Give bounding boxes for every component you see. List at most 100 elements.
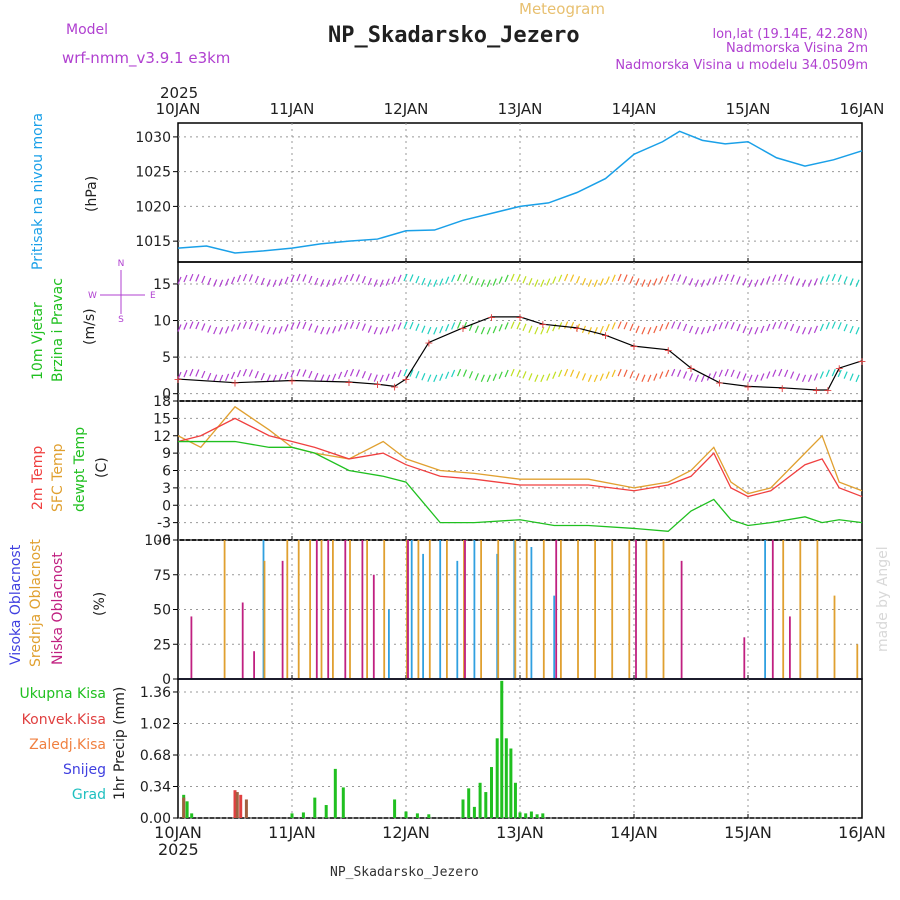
wind-barb — [492, 325, 497, 334]
wind-gust-mark: + — [538, 318, 547, 331]
wind-barb — [587, 374, 592, 382]
wind-barb — [790, 276, 795, 284]
temp-tick-label: 15 — [153, 411, 171, 427]
wind-barb — [712, 276, 717, 284]
wind-barb — [629, 276, 634, 284]
wind-barb — [683, 371, 688, 379]
wind-barb — [427, 279, 432, 287]
wind-barb — [540, 327, 545, 335]
wind-barb — [385, 278, 390, 286]
wind-gust-mark: + — [823, 384, 832, 397]
wind-barb — [605, 276, 610, 284]
wind-barb — [724, 321, 729, 329]
model-label: Model — [66, 22, 108, 38]
wind-barb — [623, 321, 628, 330]
wind-barb — [510, 368, 515, 377]
wind-tick-label: 10 — [153, 314, 171, 330]
wind-barb — [451, 369, 456, 378]
wind-barb — [367, 372, 372, 381]
wind-gust-mark: + — [401, 373, 410, 386]
wind-barb — [730, 369, 735, 378]
wind-barb — [510, 321, 515, 329]
wind-barb — [480, 374, 485, 382]
compass-n: N — [118, 259, 125, 269]
precip-bar — [509, 748, 513, 818]
wind-barb — [605, 323, 610, 332]
cloud-low-label: Niska Oblacnost — [50, 552, 66, 665]
wind-gust-mark: + — [487, 311, 496, 324]
wind-gust-mark: + — [424, 336, 433, 349]
wind-barb — [254, 323, 259, 331]
wind-barb — [540, 279, 545, 287]
wind-barb — [278, 278, 283, 286]
wind-barb — [385, 373, 390, 382]
wind-barb — [641, 374, 646, 383]
wind-barb — [796, 278, 801, 286]
bottom-day-16JAN: 16JAN — [838, 823, 886, 842]
wind-barb — [665, 274, 670, 282]
wind-barb — [718, 322, 723, 330]
wind-barb — [546, 373, 551, 381]
wind-barb — [320, 374, 325, 382]
wind-barb — [540, 374, 545, 383]
wind-barb — [807, 326, 813, 335]
wind-barb — [254, 370, 259, 379]
cloud-tick-label: 75 — [153, 568, 171, 584]
wind-barb — [807, 279, 813, 287]
wind-barb — [338, 276, 343, 285]
wind-barb — [575, 323, 581, 332]
wind-barb — [796, 325, 801, 334]
year-bottom: 2025 — [158, 840, 199, 859]
precip-bar — [490, 767, 493, 818]
top-day-16JAN: 16JAN — [840, 100, 885, 118]
wind-barb — [290, 322, 295, 330]
wind-barb — [260, 325, 265, 333]
cloud-tick-label: 100 — [144, 533, 171, 549]
wind-barb — [510, 273, 515, 282]
wind-barb — [849, 373, 854, 381]
compass-s: S — [118, 315, 124, 325]
wind-gust-mark: + — [344, 376, 353, 389]
wind-gust-mark: + — [373, 378, 382, 391]
bottom-day-13JAN: 13JAN — [496, 823, 544, 842]
wind-barb — [700, 279, 705, 287]
precip-bar — [185, 801, 189, 818]
wind-barb — [290, 369, 295, 378]
wind-barb — [498, 371, 503, 379]
wind-barb — [456, 321, 462, 329]
wind-gust-mark: + — [458, 322, 467, 335]
wind-barb — [236, 322, 242, 330]
wind-barb — [207, 372, 212, 381]
top-day-13JAN: 13JAN — [498, 100, 543, 118]
wind-barb — [629, 323, 634, 332]
wind-barb — [296, 273, 301, 282]
legend-total: Ukupna Kisa — [19, 686, 106, 702]
wind-barb — [790, 371, 795, 379]
wind-barb — [564, 321, 569, 329]
wind-barb — [593, 327, 598, 335]
footer-station: NP_Skadarsko_Jezero — [330, 865, 479, 880]
wind-barb — [236, 369, 242, 378]
altitude: Nadmorska Visina 2m — [726, 41, 868, 56]
precip-panel: 0.00 0.34 0.68 1.02 1.36 — [140, 678, 863, 827]
wind-barb — [766, 371, 771, 379]
precip-tick-label: 0.00 — [140, 811, 171, 827]
wind-barb — [736, 323, 741, 332]
wind-barb — [314, 372, 319, 381]
wind-barb — [855, 374, 860, 383]
wind-barb — [534, 279, 539, 287]
wind-barb — [831, 368, 836, 377]
model-altitude: Nadmorska Visina u modelu 34.0509m — [615, 58, 868, 73]
wind-barb — [825, 274, 830, 282]
wind-barb — [427, 326, 432, 335]
temp-tick-label: -3 — [157, 516, 171, 532]
wind-barb — [213, 374, 218, 382]
pressure-tick-label: 1025 — [135, 165, 171, 181]
wind-barb — [225, 326, 230, 334]
wind-barb — [343, 322, 349, 330]
pressure-unit: (hPa) — [84, 176, 100, 212]
wind-gust-mark: + — [173, 373, 182, 386]
wind-barb — [522, 276, 527, 284]
